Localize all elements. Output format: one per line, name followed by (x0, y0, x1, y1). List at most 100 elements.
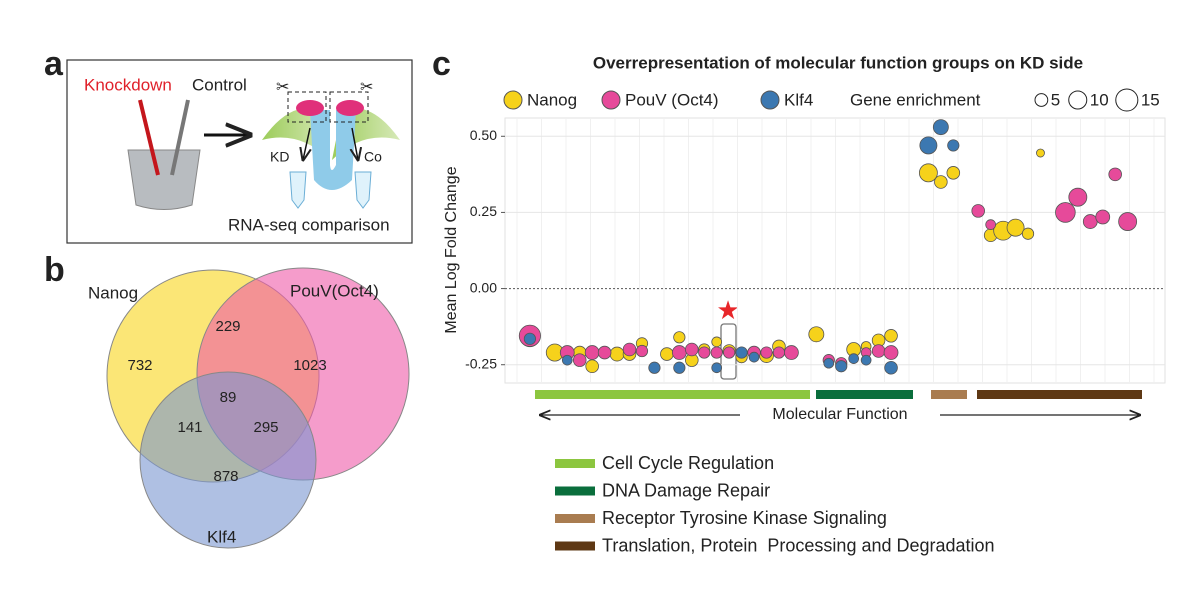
x-axis-label: Molecular Function (772, 406, 907, 423)
bubble (561, 354, 573, 366)
bubble (932, 119, 949, 136)
group-label: Translation, Protein Processing and Degr… (602, 535, 995, 555)
group-swatch (555, 486, 595, 496)
group-bar (816, 390, 913, 399)
region-count: 732 (127, 357, 152, 374)
bubble (884, 360, 898, 375)
bubble (946, 166, 961, 180)
pipette-kd (138, 99, 160, 176)
bubble (523, 332, 537, 345)
y-axis-label: Mean Log Fold Change (443, 166, 460, 333)
group-swatch (555, 514, 595, 523)
tube (289, 171, 307, 209)
size-legend-circle (1068, 90, 1088, 110)
tissue-co (336, 100, 364, 116)
panel-a: a Knockdown Control ✂ ✂ KD Co RNA-seq co… (44, 45, 413, 244)
panel-b: b Nanog PouV(Oct4) Klf4 732 229 1023 89 … (44, 251, 410, 549)
group-label: DNA Damage Repair (602, 480, 770, 500)
group-label: Cell Cycle Regulation (602, 453, 774, 473)
bubble (671, 345, 687, 360)
bubble (918, 163, 938, 183)
bubble (584, 345, 600, 360)
label-kd: KD (270, 149, 289, 165)
label-control: Control (192, 75, 247, 94)
scissors: ✂ (276, 79, 289, 96)
chart-title: Overrepresentation of molecular function… (593, 53, 1083, 72)
panel-box (66, 59, 413, 244)
size-legend-title: Gene enrichment (850, 90, 981, 109)
bubble (883, 345, 899, 360)
bubble (971, 204, 985, 218)
y-tick-label: 0.50 (470, 127, 497, 143)
y-tick-label: 0.00 (470, 279, 497, 295)
label-knockdown: Knockdown (84, 75, 172, 94)
bubble (871, 344, 886, 358)
bubble (985, 219, 996, 230)
legend-label: Nanog (527, 90, 577, 109)
bubble (884, 329, 898, 343)
group-bar (535, 390, 810, 399)
bubble (772, 346, 786, 359)
region-count: 878 (213, 468, 238, 485)
bubble (1118, 212, 1138, 231)
bubble (919, 136, 938, 155)
bubble (698, 346, 711, 359)
panel-letter: b (44, 251, 65, 289)
bubble (934, 175, 948, 189)
bubble (860, 354, 872, 366)
bubble (1082, 214, 1098, 229)
bubble (673, 361, 686, 374)
bubble (673, 331, 686, 344)
bubble (835, 360, 848, 373)
venn-klf4 (139, 371, 317, 549)
yolk (310, 110, 356, 190)
bubble (635, 344, 649, 358)
legend-label: Klf4 (784, 90, 813, 109)
region-count: 89 (220, 389, 237, 406)
set-label: PouV(Oct4) (290, 281, 379, 300)
label-co: Co (364, 149, 382, 165)
bubble (723, 346, 736, 359)
region-count: 295 (253, 419, 278, 436)
bubble (572, 353, 587, 367)
region-count: 229 (215, 318, 240, 335)
arrow (352, 127, 358, 160)
scissors: ✂ (360, 79, 373, 96)
legend-swatch (760, 90, 780, 110)
pipette-co (170, 99, 190, 176)
legend-label: PouV (Oct4) (625, 90, 719, 109)
size-legend-circle (1115, 88, 1139, 112)
group-swatch (555, 459, 595, 468)
y-tick-label: 0.25 (470, 203, 497, 219)
bubble (711, 362, 723, 374)
caption: RNA-seq comparison (228, 215, 390, 234)
panel-letter: a (44, 45, 64, 83)
bubble (735, 346, 748, 359)
group-swatch (555, 541, 595, 551)
size-legend-circle (1034, 93, 1049, 107)
bubble (1108, 167, 1122, 182)
bubble (947, 139, 960, 152)
legend-swatch (601, 90, 621, 110)
bubble (609, 346, 625, 362)
bubble (711, 336, 723, 348)
bubble (585, 359, 599, 374)
tube (354, 171, 372, 209)
bubble (760, 346, 773, 359)
cut-box (287, 91, 327, 123)
bubble (1095, 209, 1111, 225)
region-count: 141 (177, 419, 202, 436)
bubble (597, 345, 612, 360)
bubble (1068, 187, 1088, 207)
y-tick-label: -0.25 (465, 355, 497, 371)
size-legend-label: 15 (1141, 90, 1160, 109)
panel-letter: c (432, 45, 451, 83)
bubble (784, 345, 799, 360)
size-legend-label: 5 (1051, 90, 1060, 109)
legend-swatch (503, 90, 523, 110)
bubble (710, 346, 723, 359)
dish (127, 149, 201, 210)
bubble (648, 361, 661, 374)
bubble (660, 347, 674, 361)
bubble (1055, 202, 1076, 223)
